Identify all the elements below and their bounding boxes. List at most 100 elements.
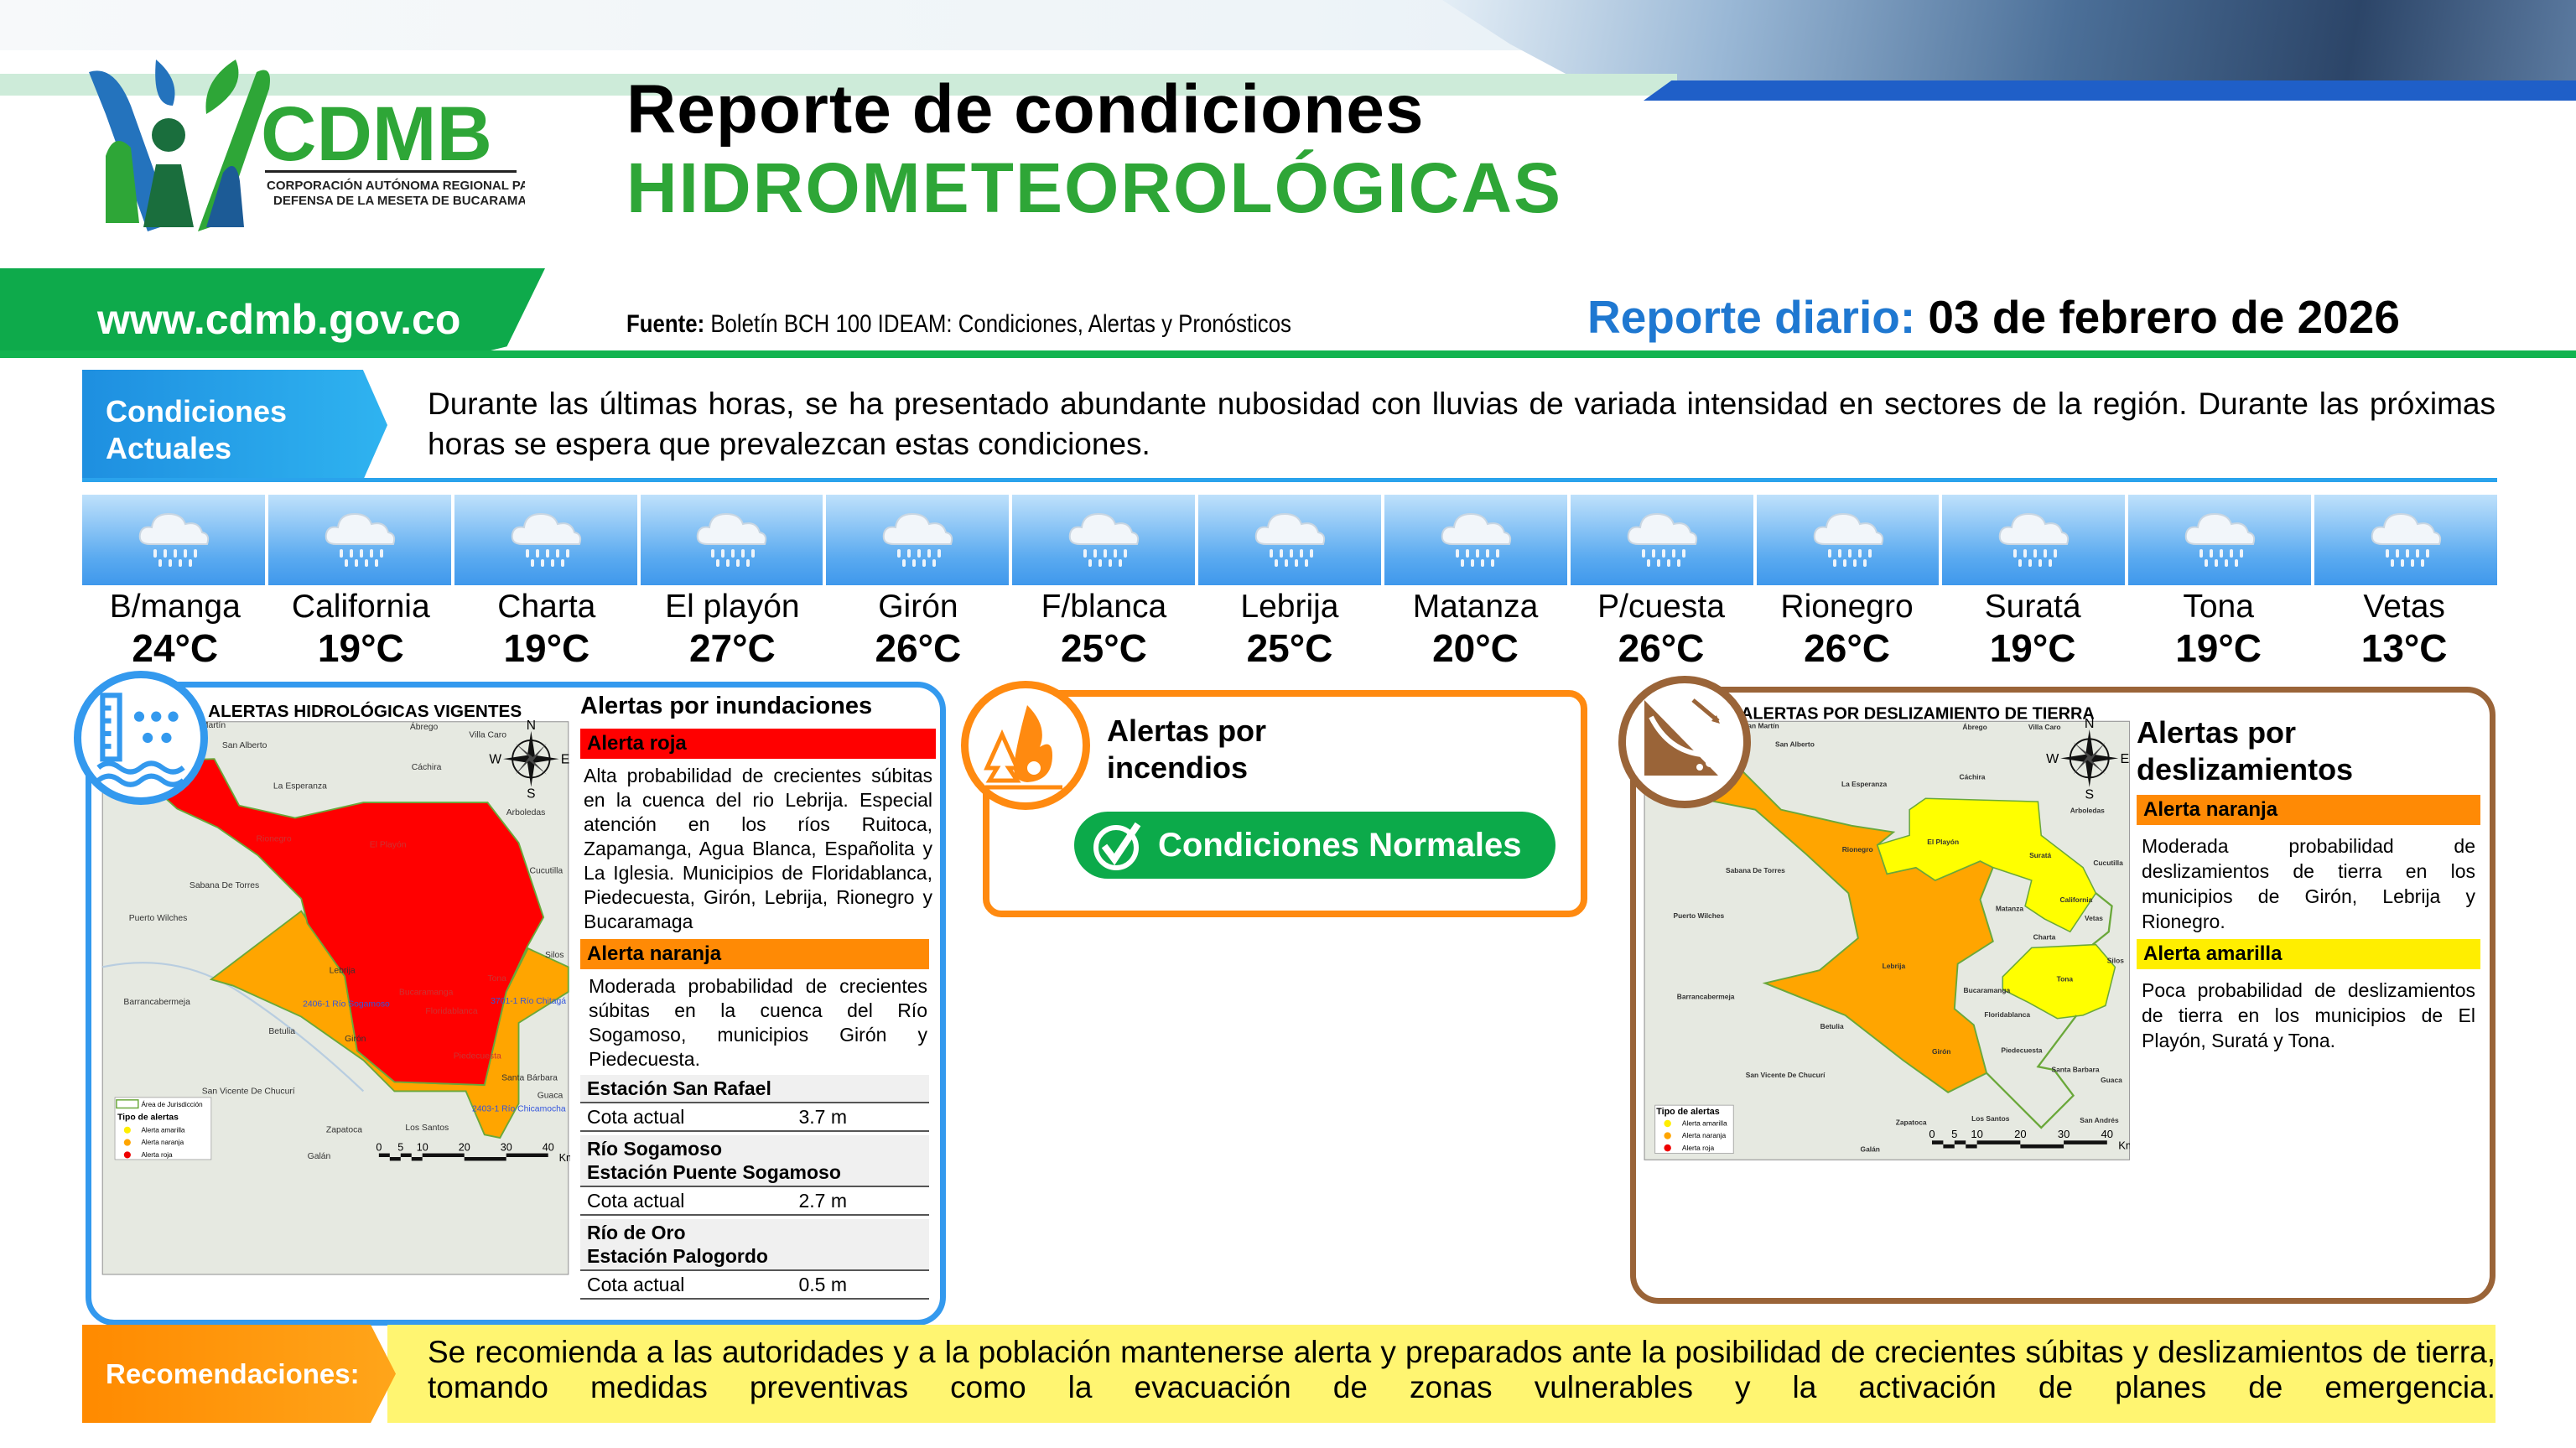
map-place-label: Rionegro [1842, 845, 1873, 854]
rain-cloud-icon [1806, 506, 1890, 575]
map-place-label: Tona [2057, 974, 2074, 983]
station-row: Río de Oro Estación Palogordo Cota actual 0… [580, 1219, 929, 1300]
map-place-label: Suratá [2029, 851, 2051, 859]
map-place-label: Villa Caro [469, 730, 506, 740]
rain-cloud-icon [132, 506, 216, 575]
city-temperature: 24°C [132, 626, 219, 670]
weather-city: Rionegro 26°C [1754, 587, 1940, 669]
flood-alert-map: ALERTAS HIDROLÓGICAS VIGENTES San Martín… [101, 701, 570, 1275]
city-name: Lebrija [1240, 589, 1339, 625]
map-place-label: Rionegro [257, 834, 292, 843]
scale-label: 10 [1971, 1128, 1982, 1140]
flood-alerts-details: Alertas por inundaciones Alerta roja Alt… [580, 693, 936, 1300]
map-place-label: La Esperanza [273, 781, 327, 791]
map-place-label: Ábrego [410, 721, 439, 732]
station-level: Cota actual 0.5 m [580, 1271, 929, 1300]
weather-city: Tona 19°C [2126, 587, 2312, 669]
header-stripe-blue [1644, 80, 2576, 101]
weather-city: Lebrija 25°C [1197, 587, 1383, 669]
station-row: Río Sogamoso Estación Puente Sogamoso Cota… [580, 1135, 929, 1216]
station-name: Río Sogamoso Estación Puente Sogamoso [580, 1135, 929, 1187]
city-temperature: 19°C [1989, 626, 2076, 670]
scale-bar-segment [422, 1153, 465, 1157]
city-temperature: 26°C [875, 626, 962, 670]
map-place-label: Sabana De Torres [190, 881, 259, 890]
weather-labels: B/manga 24°C California 19°C Charta 19°C El pl… [82, 587, 2497, 669]
alert-yellow-area [1876, 797, 2097, 933]
scale-bar-segment [2020, 1144, 2064, 1149]
weather-cell [82, 495, 268, 585]
rain-cloud-icon [1248, 506, 1332, 575]
orange-alert-label: Alerta naranja [2137, 795, 2480, 825]
compass-S: S [527, 786, 535, 801]
map-place-label: San Andrés [2080, 1116, 2119, 1124]
scale-bar-segment [389, 1157, 401, 1161]
forest-fire-icon [961, 681, 1090, 810]
scale-label: 0 [376, 1142, 382, 1154]
compass-rose-icon: N S W E [489, 719, 569, 801]
map-place-label: Puerto Wilches [129, 914, 188, 923]
scale-bar-segment [1966, 1144, 1977, 1149]
report-date: Reporte diario: 03 de febrero de 2026 [1587, 291, 2400, 343]
compass-E: E [561, 753, 569, 767]
scale-label: 20 [2014, 1128, 2026, 1140]
weather-cell [2128, 495, 2315, 585]
map-place-label: San Vicente De Chucurí [202, 1087, 295, 1096]
weather-city: El playón 27°C [640, 587, 826, 669]
compass-W: W [2046, 751, 2059, 766]
legend-item: Alerta roja [142, 1151, 174, 1159]
legend-title: Tipo de alertas [1656, 1107, 1719, 1117]
station-row: Estación San Rafael Cota actual 3.7 m [580, 1075, 929, 1132]
page-subtitle: HIDROMETEOROLÓGICAS [626, 148, 1563, 227]
rain-cloud-icon [1620, 506, 1704, 575]
map-place-label: Galán [1861, 1145, 1880, 1154]
rain-cloud-icon [1434, 506, 1518, 575]
map-place-label: Puerto Wilches [1674, 911, 1725, 920]
map-place-label: Betulia [1820, 1022, 1844, 1030]
orange-alert-label: Alerta naranja [580, 939, 929, 969]
map-place-label: Piedecuesta [2001, 1046, 2042, 1054]
weather-cell [1198, 495, 1384, 585]
map-place-label: Guaca [2101, 1076, 2122, 1084]
divider [82, 478, 2497, 482]
header-stripe [0, 74, 1677, 96]
weather-cell [1756, 495, 1943, 585]
scale-label: 40 [2101, 1128, 2113, 1140]
map-place-label: Santa Bárbara [501, 1074, 558, 1083]
scale-bar-segment [1931, 1140, 1944, 1144]
scale-bar-segment [1954, 1140, 1966, 1144]
city-temperature: 25°C [1061, 626, 1147, 670]
map-place-label: Matanza [1996, 904, 2023, 912]
cdmb-logo: CDMB CORPORACIÓN AUTÓNOMA REGIONAL PARA … [89, 60, 525, 231]
map-place-label: 2403-1 Río Chicamocha [472, 1105, 566, 1114]
scale-bar-segment [464, 1157, 506, 1161]
scale-label: 5 [397, 1142, 403, 1154]
city-name: P/cuesta [1597, 589, 1725, 625]
recommendations-text: Se recomienda a las autoridades y a la p… [428, 1335, 2496, 1404]
recommendations-bar [387, 1325, 2496, 1423]
city-temperature: 19°C [503, 626, 590, 670]
logo-subtitle: DEFENSA DE LA MESETA DE BUCARAMANGA [273, 194, 525, 208]
map-place-label: El Playón [370, 841, 407, 850]
rain-cloud-icon [1062, 506, 1145, 575]
legend-item: Alerta amarilla [142, 1126, 185, 1134]
scale-label: 20 [459, 1142, 470, 1154]
map-place-label: 3701-1 Río Chitagá [491, 997, 566, 1006]
scale-bar-segment [411, 1157, 423, 1161]
city-name: Matanza [1412, 589, 1539, 625]
weather-city: Matanza 20°C [1383, 587, 1569, 669]
map-place-label: Los Santos [1971, 1114, 2010, 1123]
weather-city: B/manga 24°C [82, 587, 268, 669]
city-temperature: 20°C [1432, 626, 1519, 670]
city-name: F/blanca [1041, 589, 1167, 625]
map-place-label: Bucaramanga [399, 989, 454, 998]
rain-cloud-icon [2364, 506, 2448, 575]
city-name: Charta [497, 589, 596, 625]
map-place-label: Ábrego [1962, 722, 1987, 731]
station-name: Río de Oro Estación Palogordo [580, 1219, 929, 1271]
city-name: Vetas [2363, 589, 2445, 625]
website-link[interactable]: www.cdmb.gov.co [97, 296, 461, 343]
compass-E: E [2121, 751, 2130, 766]
city-temperature: 25°C [1246, 626, 1333, 670]
scale-bar-segment [1976, 1140, 2021, 1144]
